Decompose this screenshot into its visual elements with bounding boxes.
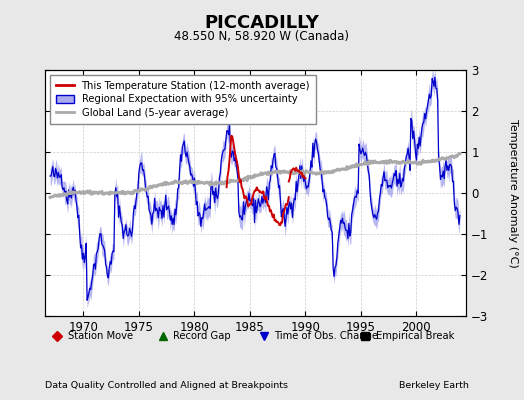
Text: Data Quality Controlled and Aligned at Breakpoints: Data Quality Controlled and Aligned at B… xyxy=(45,381,288,390)
Text: Berkeley Earth: Berkeley Earth xyxy=(399,381,469,390)
Text: Record Gap: Record Gap xyxy=(173,331,231,341)
Y-axis label: Temperature Anomaly (°C): Temperature Anomaly (°C) xyxy=(508,119,518,267)
Text: Station Move: Station Move xyxy=(68,331,133,341)
Text: PICCADILLY: PICCADILLY xyxy=(204,14,320,32)
Text: Empirical Break: Empirical Break xyxy=(376,331,454,341)
Text: Time of Obs. Change: Time of Obs. Change xyxy=(275,331,378,341)
Text: 48.550 N, 58.920 W (Canada): 48.550 N, 58.920 W (Canada) xyxy=(174,30,350,43)
Legend: This Temperature Station (12-month average), Regional Expectation with 95% uncer: This Temperature Station (12-month avera… xyxy=(50,75,316,124)
